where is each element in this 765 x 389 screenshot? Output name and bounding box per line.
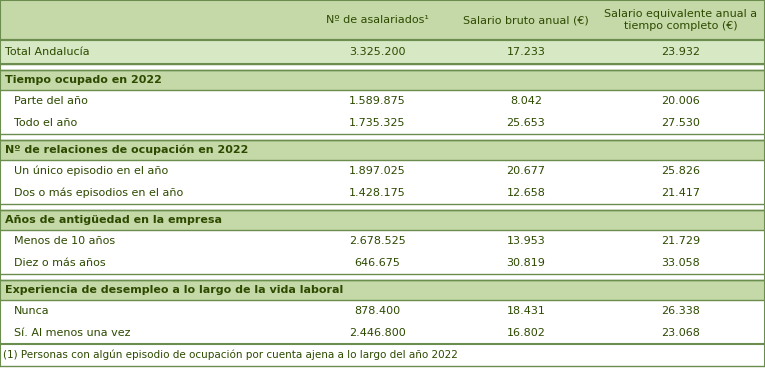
Text: 21.417: 21.417	[662, 188, 701, 198]
Bar	[0, 322, 765, 344]
Text: Tiempo ocupado en 2022: Tiempo ocupado en 2022	[5, 75, 162, 85]
Bar	[0, 64, 765, 70]
Text: 25.653: 25.653	[506, 118, 545, 128]
Text: 3.325.200: 3.325.200	[350, 47, 405, 57]
Text: 17.233: 17.233	[506, 47, 545, 57]
Text: 21.729: 21.729	[662, 236, 701, 246]
Text: 12.658: 12.658	[506, 188, 545, 198]
Text: Sí. Al menos una vez: Sí. Al menos una vez	[14, 328, 131, 338]
Text: 2.446.800: 2.446.800	[349, 328, 406, 338]
Bar	[0, 182, 765, 204]
Text: Diez o más años: Diez o más años	[14, 258, 106, 268]
Text: 1.897.025: 1.897.025	[349, 166, 406, 176]
Bar	[0, 252, 765, 274]
Bar	[0, 90, 765, 112]
Text: 20.006: 20.006	[662, 96, 701, 106]
Text: 25.826: 25.826	[662, 166, 701, 176]
Text: 23.068: 23.068	[662, 328, 701, 338]
Text: 16.802: 16.802	[506, 328, 545, 338]
Bar	[0, 344, 765, 366]
Text: Todo el año: Todo el año	[14, 118, 77, 128]
Bar	[0, 0, 765, 40]
Text: 1.589.875: 1.589.875	[349, 96, 406, 106]
Text: Parte del año: Parte del año	[14, 96, 88, 106]
Text: Salario equivalente anual a
tiempo completo (€): Salario equivalente anual a tiempo compl…	[604, 9, 757, 31]
Text: Un único episodio en el año: Un único episodio en el año	[14, 166, 168, 176]
Text: 26.338: 26.338	[662, 306, 701, 316]
Text: 20.677: 20.677	[506, 166, 545, 176]
Text: Salario bruto anual (€): Salario bruto anual (€)	[463, 15, 589, 25]
Bar	[0, 40, 765, 64]
Bar	[0, 134, 765, 140]
Bar	[0, 230, 765, 252]
Text: Menos de 10 años: Menos de 10 años	[14, 236, 115, 246]
Text: 18.431: 18.431	[506, 306, 545, 316]
Bar	[0, 112, 765, 134]
Bar	[0, 204, 765, 210]
Text: 27.530: 27.530	[662, 118, 701, 128]
Text: 1.735.325: 1.735.325	[350, 118, 405, 128]
Bar	[0, 160, 765, 182]
Text: 30.819: 30.819	[506, 258, 545, 268]
Text: Total Andalucía: Total Andalucía	[5, 47, 90, 57]
Bar	[0, 280, 765, 300]
Bar	[0, 300, 765, 322]
Bar	[0, 140, 765, 160]
Text: Nº de asalariados¹: Nº de asalariados¹	[326, 15, 429, 25]
Text: Nunca: Nunca	[14, 306, 50, 316]
Text: 13.953: 13.953	[506, 236, 545, 246]
Text: 33.058: 33.058	[662, 258, 701, 268]
Text: 646.675: 646.675	[354, 258, 400, 268]
Bar	[0, 70, 765, 90]
Text: Experiencia de desempleo a lo largo de la vida laboral: Experiencia de desempleo a lo largo de l…	[5, 285, 343, 295]
Text: 23.932: 23.932	[662, 47, 701, 57]
Text: 1.428.175: 1.428.175	[349, 188, 406, 198]
Text: 2.678.525: 2.678.525	[349, 236, 406, 246]
Text: Dos o más episodios en el año: Dos o más episodios en el año	[14, 188, 184, 198]
Text: Años de antigüedad en la empresa: Años de antigüedad en la empresa	[5, 215, 222, 225]
Bar	[0, 274, 765, 280]
Bar	[0, 210, 765, 230]
Text: Nº de relaciones de ocupación en 2022: Nº de relaciones de ocupación en 2022	[5, 145, 249, 155]
Text: 8.042: 8.042	[510, 96, 542, 106]
Text: 878.400: 878.400	[354, 306, 401, 316]
Text: (1) Personas con algún episodio de ocupación por cuenta ajena a lo largo del año: (1) Personas con algún episodio de ocupa…	[3, 350, 458, 360]
